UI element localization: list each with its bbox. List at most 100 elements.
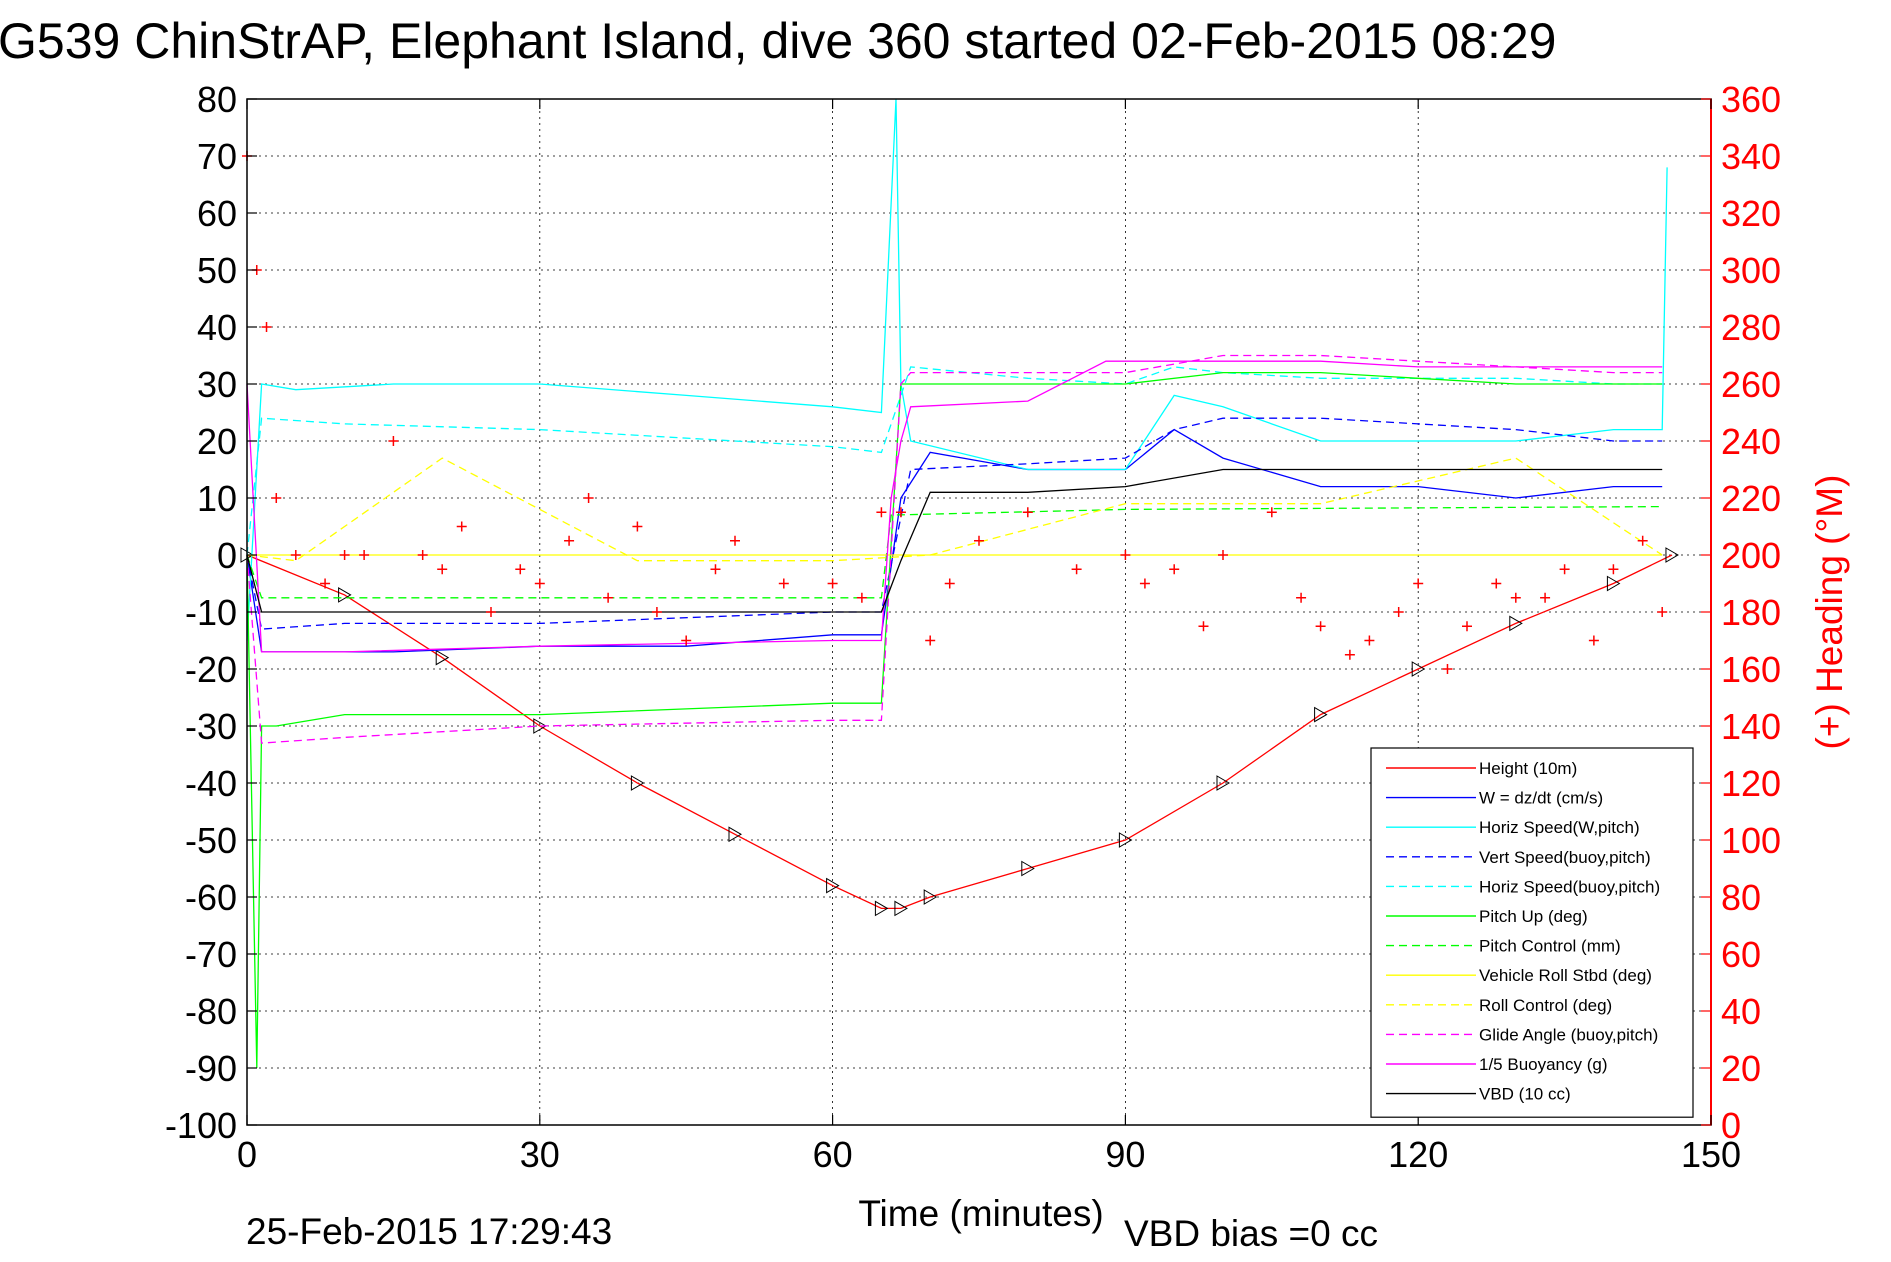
legend-box xyxy=(1370,747,1694,1118)
series-line xyxy=(246,98,1668,641)
height-marker xyxy=(630,775,645,791)
heading-marker xyxy=(1218,550,1228,560)
heading-marker xyxy=(1071,564,1082,575)
series-line xyxy=(246,354,1663,744)
heading-marker xyxy=(1022,507,1033,518)
heading-marker xyxy=(730,535,740,546)
right-tick-label: 20 xyxy=(1721,1048,1761,1089)
right-tick-label: 200 xyxy=(1721,535,1781,576)
series-layer xyxy=(240,98,1679,1069)
heading-marker xyxy=(261,322,272,332)
heading-marker xyxy=(486,607,496,617)
series xyxy=(246,417,1663,630)
heading-marker xyxy=(271,493,282,503)
heading-marker xyxy=(534,578,545,589)
x-tick-label: 120 xyxy=(1388,1134,1448,1175)
y-tick-label: -50 xyxy=(185,820,237,861)
heading-marker xyxy=(1588,635,1599,646)
series xyxy=(246,468,1663,613)
y-tick-label: 30 xyxy=(197,364,237,405)
heading-marker xyxy=(778,578,789,589)
height-marker xyxy=(435,649,450,666)
series xyxy=(246,457,1663,562)
right-tick-label: 180 xyxy=(1721,592,1781,633)
series-line xyxy=(246,417,1663,630)
x-tick-label: 60 xyxy=(813,1134,853,1175)
heading-marker xyxy=(417,550,428,560)
y-tick-label: 0 xyxy=(217,535,237,576)
height-marker xyxy=(1411,661,1426,677)
right-tick-label: 360 xyxy=(1721,79,1781,120)
legend-label: Height (10m) xyxy=(1479,759,1577,778)
right-tick-label: 80 xyxy=(1721,877,1761,918)
series-line xyxy=(246,428,1663,653)
height-marker xyxy=(1314,706,1328,723)
timestamp: 25-Feb-2015 17:29:43 xyxy=(246,1211,612,1252)
x-tick-label: 90 xyxy=(1105,1134,1145,1175)
height-marker xyxy=(1021,860,1035,877)
height-marker xyxy=(1665,547,1679,563)
x-tick-label: 30 xyxy=(520,1134,560,1175)
x-axis: 0 30 60 90 120 150 xyxy=(237,99,1741,1175)
heading-marker xyxy=(1491,578,1502,589)
heading-marker xyxy=(1510,592,1521,603)
series-line xyxy=(246,371,1663,1069)
heading-marker xyxy=(1393,607,1404,617)
heading-marker xyxy=(632,521,643,532)
legend-label: 1/5 Buoyancy (g) xyxy=(1479,1055,1608,1074)
legend: Height (10m) W = dz/dt (cm/s) Horiz Speed(… xyxy=(1370,747,1694,1118)
vbd-bias: VBD bias =0 cc xyxy=(1124,1213,1378,1254)
heading-marker xyxy=(1413,578,1424,589)
series xyxy=(246,428,1663,653)
heading-marker xyxy=(1442,664,1453,674)
left-y-axis: 80 70 60 50 40 30 20 10 0 -10 -20 -30 -40 -50 -60 -70 -8… xyxy=(165,79,257,1146)
heading-marker xyxy=(1198,621,1209,632)
right-tick-label: 40 xyxy=(1721,991,1761,1032)
heading-marker xyxy=(651,607,662,617)
right-tick-label: 300 xyxy=(1721,250,1781,291)
series xyxy=(246,371,1663,1069)
heading-marker xyxy=(710,564,721,575)
legend-label: Horiz Speed(W,pitch) xyxy=(1479,818,1640,837)
y-tick-label: 70 xyxy=(197,136,237,177)
right-y-axis: 3603403203002802602402202001801601401201… xyxy=(1701,79,1781,1146)
heading-marker xyxy=(320,578,331,589)
heading-marker xyxy=(515,564,526,575)
legend-label: Vert Speed(buoy,pitch) xyxy=(1479,848,1651,867)
series-line xyxy=(246,360,1663,653)
legend-label: VBD (10 cc) xyxy=(1479,1085,1571,1104)
y-tick-label: 50 xyxy=(197,250,237,291)
height-marker xyxy=(728,826,742,843)
legend-label: Pitch Control (mm) xyxy=(1479,937,1621,956)
height-marker xyxy=(826,877,840,894)
right-tick-label: 340 xyxy=(1721,136,1781,177)
right-tick-label: 260 xyxy=(1721,364,1781,405)
heading-marker xyxy=(437,564,448,575)
heading-marker xyxy=(1296,592,1307,603)
y-tick-label: -20 xyxy=(185,649,237,690)
legend-label: W = dz/dt (cm/s) xyxy=(1479,789,1603,808)
heading-marker xyxy=(1559,564,1570,575)
series-line xyxy=(246,457,1663,562)
x-tick-label: 150 xyxy=(1681,1134,1741,1175)
heading-marker xyxy=(895,507,906,518)
y-tick-label: -90 xyxy=(185,1048,237,1089)
right-tick-label: 220 xyxy=(1721,478,1781,519)
series-line xyxy=(246,468,1663,613)
heading-marker xyxy=(564,535,575,546)
heading-marker xyxy=(1169,564,1180,575)
legend-label: Vehicle Roll Stbd (deg) xyxy=(1479,966,1652,985)
heading-marker xyxy=(1637,535,1648,546)
height-marker xyxy=(1509,615,1523,632)
heading-marker xyxy=(1315,621,1326,632)
heading-marker xyxy=(856,592,867,603)
right-tick-label: 120 xyxy=(1721,763,1781,804)
height-marker xyxy=(1606,575,1621,592)
y-tick-label: -40 xyxy=(185,763,237,804)
heading-marker xyxy=(583,493,594,503)
heading-marker xyxy=(1462,621,1472,632)
legend-label: Roll Control (deg) xyxy=(1479,996,1612,1015)
heading-marker xyxy=(1364,635,1375,646)
right-tick-label: 0 xyxy=(1721,1105,1741,1146)
series xyxy=(246,354,1663,744)
